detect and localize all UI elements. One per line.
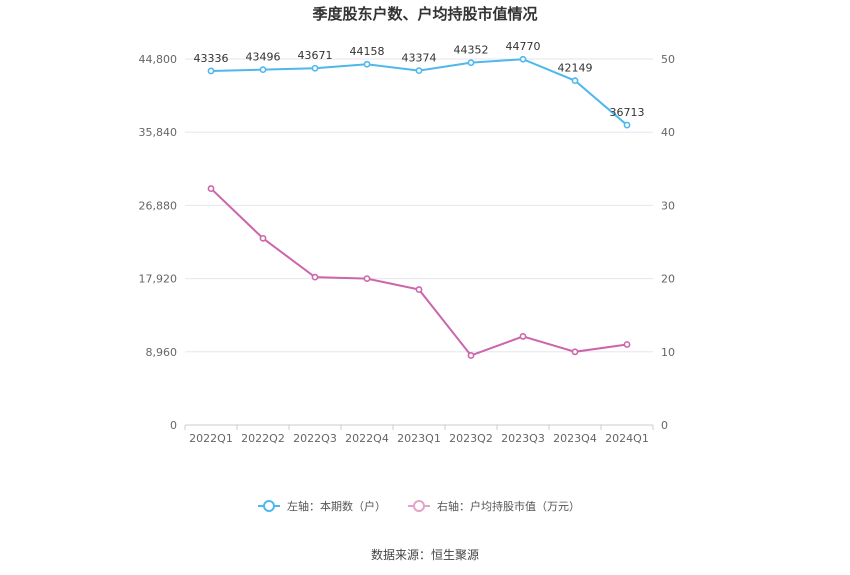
data-point [415, 67, 423, 75]
data-point [363, 275, 371, 282]
data-point [259, 234, 267, 242]
x-tick-label: 2023Q4 [553, 432, 597, 445]
data-label: 43374 [402, 52, 437, 65]
data-label: 44158 [350, 45, 385, 58]
legend-marker [263, 500, 275, 512]
left-tick-label: 44,800 [139, 53, 178, 66]
left-tick-label: 26,880 [139, 199, 178, 212]
x-tick-label: 2022Q2 [241, 432, 285, 445]
series-line [210, 187, 628, 357]
x-tick-label: 2023Q2 [449, 432, 493, 445]
data-point [207, 67, 215, 75]
data-label: 44770 [506, 40, 541, 53]
data-label: 44352 [454, 44, 489, 57]
data-point [311, 273, 319, 281]
x-tick-label: 2024Q1 [605, 432, 649, 445]
legend-label: 左轴：本期数（户） [287, 499, 386, 513]
left-tick-label: 0 [170, 419, 177, 432]
chart-title: 季度股东户数、户均持股市值情况 [312, 5, 537, 23]
left-tick-label: 17,920 [139, 273, 178, 286]
right-tick-label: 0 [661, 419, 668, 432]
data-point [415, 286, 423, 293]
legend[interactable]: 左轴：本期数（户） 右轴：户均持股市值（万元） [258, 499, 580, 513]
right-tick-label: 40 [661, 126, 675, 139]
right-tick-label: 20 [661, 273, 675, 286]
source-note: 数据来源：恒生聚源 [371, 547, 479, 562]
axes: 0 8,960 17,920 26,880 35,840 44,800 0 10 20 30 40 5… [139, 53, 676, 445]
left-tick-label: 8,960 [146, 346, 178, 359]
data-point [623, 121, 631, 129]
data-point [571, 348, 579, 356]
grid [185, 58, 653, 426]
data-label: 43671 [298, 49, 333, 62]
data-labels: 43336 43496 43671 44158 43374 44352 44770 42149… [194, 40, 645, 119]
data-label: 43336 [194, 52, 229, 65]
data-label: 42149 [558, 62, 593, 75]
data-point [363, 60, 371, 68]
data-label: 43496 [246, 51, 281, 64]
data-point [259, 66, 267, 74]
data-label: 36713 [610, 106, 645, 119]
data-point [571, 77, 579, 85]
x-tick-label: 2022Q4 [345, 432, 389, 445]
x-tick-label: 2023Q1 [397, 432, 441, 445]
right-tick-label: 50 [661, 53, 675, 66]
left-tick-label: 35,840 [139, 126, 178, 139]
data-point [311, 64, 319, 72]
data-point [467, 59, 475, 67]
data-point [623, 341, 631, 348]
right-tick-label: 30 [661, 199, 675, 212]
x-tick-label: 2022Q3 [293, 432, 337, 445]
x-tick-label: 2022Q1 [189, 432, 233, 445]
series-layer [207, 55, 631, 359]
data-point [207, 185, 215, 192]
legend-label: 右轴：户均持股市值（万元） [437, 499, 580, 513]
data-point [467, 352, 475, 359]
right-tick-label: 10 [661, 346, 675, 359]
legend-marker [413, 500, 425, 512]
data-point [519, 55, 527, 63]
x-tick-label: 2023Q3 [501, 432, 545, 445]
data-point [519, 333, 527, 340]
